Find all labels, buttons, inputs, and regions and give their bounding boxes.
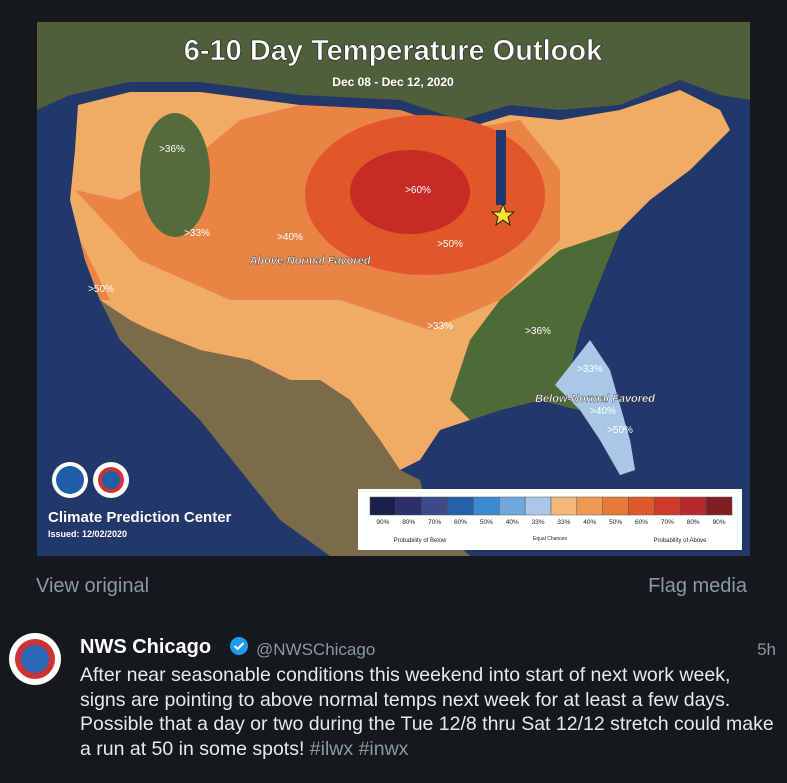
timestamp[interactable]: 5h: [757, 640, 776, 659]
handle[interactable]: @NWSChicago: [256, 640, 376, 659]
legend-swatch: [654, 496, 681, 516]
map-title: 6-10 Day Temperature Outlook: [184, 35, 603, 67]
map-dates: Dec 08 - Dec 12, 2020: [332, 75, 454, 89]
agency: Climate Prediction Center: [48, 509, 232, 526]
legend-value: 90%: [376, 519, 389, 526]
legend-swatch: [447, 496, 474, 516]
region-label: >33%: [184, 228, 210, 239]
zone-west: [80, 240, 110, 300]
equal-chances-west: [140, 113, 210, 237]
legend-value: 60%: [454, 519, 467, 526]
legend-swatch: [369, 496, 397, 516]
display-name[interactable]: NWS Chicago: [80, 636, 212, 658]
issued: Issued: 12/02/2020: [48, 529, 127, 539]
region-label: >50%: [437, 239, 463, 250]
hashtag[interactable]: #ilwx: [309, 737, 354, 760]
legend-swatch: [550, 496, 578, 516]
legend-swatch: [705, 496, 733, 516]
legend-swatch: [395, 496, 422, 516]
below-label: Below-Normal Favored: [535, 393, 655, 405]
region-label: >36%: [525, 326, 551, 337]
map-image[interactable]: 6-10 Day Temperature Outlook Dec 08 - De…: [37, 22, 750, 556]
above-label: Above-Normal Favored: [248, 255, 370, 267]
noaa-logo-inner: [56, 466, 84, 494]
legend-above: Probability of Above: [653, 538, 707, 544]
legend-value: 90%: [713, 519, 726, 526]
legend-value: 33%: [557, 519, 570, 526]
legend-equal: Equal Chances: [533, 536, 567, 542]
legend-value: 80%: [402, 519, 415, 526]
legend-value: 33%: [532, 519, 545, 526]
legend-value: 40%: [583, 519, 596, 526]
chicago-star: [490, 202, 516, 227]
region-label: >40%: [277, 232, 303, 243]
tweet-body: After near seasonable conditions this we…: [80, 664, 774, 760]
legend-value: 60%: [635, 519, 648, 526]
avatar[interactable]: [8, 632, 62, 686]
legend-swatch: [421, 496, 448, 516]
region-label: >33%: [427, 321, 453, 332]
flag-media[interactable]: Flag media: [648, 575, 747, 597]
legend-swatch: [524, 496, 552, 516]
region-label: >33%: [577, 364, 603, 375]
legend-below: Probability of Below: [394, 538, 447, 544]
legend-swatch: [576, 496, 603, 516]
legend-value: 50%: [480, 519, 493, 526]
legend-value: 50%: [609, 519, 622, 526]
nws-logo-inner: [102, 471, 120, 489]
region-label: >60%: [405, 185, 431, 196]
legend-swatch: [473, 496, 500, 516]
region-label: >50%: [607, 425, 633, 436]
legend-value: 40%: [506, 519, 519, 526]
tweet-text: After near seasonable conditions this we…: [80, 663, 780, 761]
zone-60: [350, 150, 470, 234]
lake-michigan: [496, 130, 506, 205]
region-label: >40%: [590, 406, 616, 417]
legend-swatch: [499, 496, 526, 516]
legend-value: 80%: [687, 519, 700, 526]
canada: [37, 22, 750, 120]
below-zone: [555, 340, 635, 475]
region-label: >36%: [159, 144, 185, 155]
verified-badge: [230, 637, 248, 655]
legend-swatch: [680, 496, 707, 516]
view-original[interactable]: View original: [36, 575, 150, 597]
hashtag[interactable]: #inwx: [358, 737, 409, 760]
map-text: 6-10 Day Temperature Outlook Dec 08 - De…: [48, 35, 726, 544]
legend-value: 70%: [428, 519, 441, 526]
legend-swatch: [602, 496, 629, 516]
region-label: >50%: [88, 284, 114, 295]
legend-swatch: [628, 496, 655, 516]
legend-value: 70%: [661, 519, 674, 526]
